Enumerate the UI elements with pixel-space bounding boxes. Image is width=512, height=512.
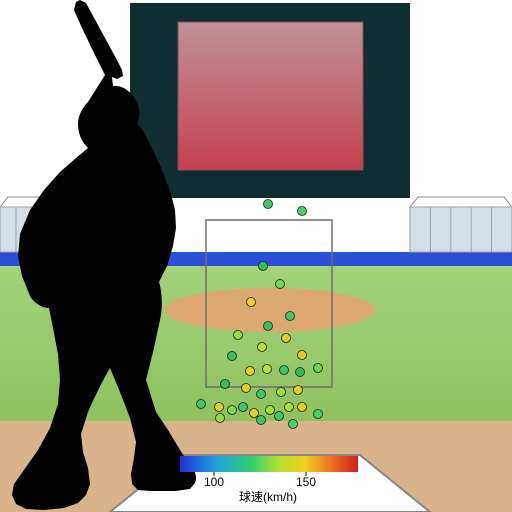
legend-label: 球速(km/h) — [239, 490, 297, 504]
pitch-dot — [264, 322, 273, 331]
pitch-dot — [286, 312, 295, 321]
legend-tick: 100 — [204, 475, 224, 489]
pitch-dot — [277, 388, 286, 397]
pitch-dot — [228, 406, 237, 415]
pitch-dot — [215, 403, 224, 412]
pitch-dot — [298, 351, 307, 360]
pitch-dot — [276, 280, 285, 289]
pitch-dot — [280, 366, 289, 375]
pitch-dot — [216, 414, 225, 423]
pitch-dot — [246, 367, 255, 376]
pitch-dot — [228, 352, 237, 361]
pitch-dot — [221, 380, 230, 389]
pitch-dot — [242, 384, 251, 393]
pitch-dot — [289, 420, 298, 429]
pitch-dot — [294, 386, 303, 395]
pitch-dot — [285, 403, 294, 412]
scoreboard-screen — [178, 22, 363, 170]
pitch-dot — [258, 343, 267, 352]
legend-tick: 150 — [296, 475, 316, 489]
pitch-dot — [250, 409, 259, 418]
pitch-dot — [197, 400, 206, 409]
pitch-dot — [264, 200, 273, 209]
pitch-dot — [298, 403, 307, 412]
stands-body-right — [410, 207, 512, 252]
pitch-dot — [298, 207, 307, 216]
stands-roof-right — [410, 197, 512, 207]
pitch-dot — [257, 390, 266, 399]
pitch-dot — [314, 410, 323, 419]
pitch-dot — [266, 406, 275, 415]
speed-legend-bar — [180, 456, 358, 472]
pitch-dot — [257, 416, 266, 425]
pitch-location-chart: 100 150球速(km/h) — [0, 0, 512, 512]
pitch-dot — [239, 403, 248, 412]
pitch-dot — [275, 412, 284, 421]
pitch-dot — [314, 364, 323, 373]
pitch-dot — [234, 331, 243, 340]
pitch-dot — [259, 262, 268, 271]
pitch-dot — [263, 365, 272, 374]
pitch-dot — [247, 298, 256, 307]
pitch-dot — [282, 334, 291, 343]
pitch-dot — [296, 368, 305, 377]
